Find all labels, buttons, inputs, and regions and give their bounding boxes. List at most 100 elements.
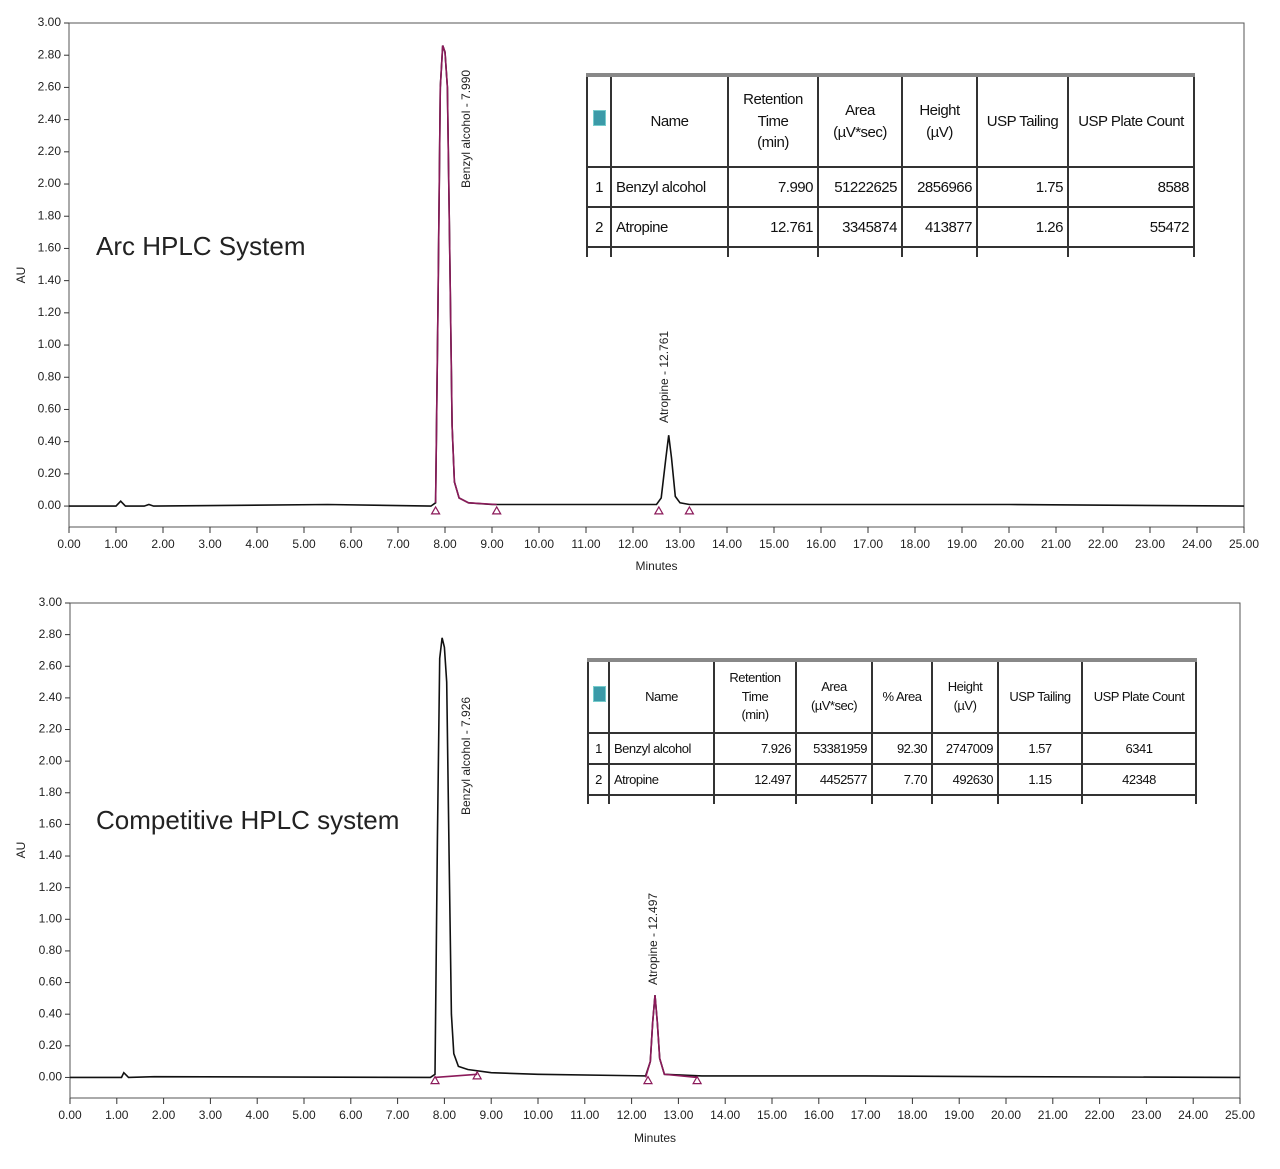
y-tick-label: 3.00 xyxy=(39,595,63,609)
peak-label: Atropine - 12.761 xyxy=(657,331,671,423)
x-tick-label: 16.00 xyxy=(804,1108,834,1122)
x-tick-label: 18.00 xyxy=(900,537,930,551)
x-tick-label: 25.00 xyxy=(1229,537,1259,551)
empty-cell xyxy=(610,246,729,257)
y-tick-label: 1.20 xyxy=(39,880,63,894)
table-cell: 12.761 xyxy=(727,206,819,248)
empty-cell xyxy=(1067,246,1195,257)
integration-marker xyxy=(692,1075,703,1085)
integration-marker xyxy=(642,1075,654,1085)
y-tick-label: 0.20 xyxy=(38,466,62,480)
x-tick-label: 0.00 xyxy=(57,537,81,551)
y-tick-label: 0.20 xyxy=(39,1038,63,1052)
header-row: Name Retention Time (min) Area (µV*sec) % Area… xyxy=(587,659,1197,734)
x-tick-label: 20.00 xyxy=(994,537,1024,551)
header-text: Retention xyxy=(743,90,803,108)
table-cell: 2856966 xyxy=(901,166,978,208)
empty-cell xyxy=(713,794,797,804)
x-tick-label: 4.00 xyxy=(245,537,269,551)
x-tick-label: 23.00 xyxy=(1135,537,1165,551)
table-cell: 51222625 xyxy=(817,166,903,208)
empty-cell xyxy=(871,794,933,804)
header-text: Area xyxy=(845,101,875,119)
x-tick-label: 8.00 xyxy=(433,1108,457,1122)
x-tick-label: 21.00 xyxy=(1038,1108,1068,1122)
x-tick-label: 12.00 xyxy=(617,1108,647,1122)
y-tick-label: 2.60 xyxy=(39,658,63,672)
x-tick-label: 7.00 xyxy=(386,1108,410,1122)
x-tick-label: 25.00 xyxy=(1225,1108,1255,1122)
table-cell: Atropine xyxy=(608,763,715,796)
x-tick-label: 15.00 xyxy=(757,1108,787,1122)
column-header: Name xyxy=(610,74,729,168)
table-cell: 492630 xyxy=(931,763,999,796)
table-cell: 92.30 xyxy=(871,732,933,765)
table-row: 2 Atropine 12.761 3345874 413877 1.26 55472 xyxy=(586,206,1195,248)
column-header: USP Tailing xyxy=(997,659,1083,734)
plot-frame xyxy=(69,602,1241,1099)
header-text: (µV*sec) xyxy=(810,698,858,713)
y-tick-label: 0.40 xyxy=(39,1006,63,1020)
table-cell: 1.57 xyxy=(997,732,1083,765)
y-axis-label: AU xyxy=(14,842,28,859)
integration-marker xyxy=(684,505,695,515)
table-cell: 55472 xyxy=(1067,206,1195,248)
column-header: Area (µV*sec) xyxy=(795,659,873,734)
y-tick-label: 1.20 xyxy=(38,305,62,319)
system-label: Competitive HPLC system xyxy=(96,805,399,835)
header-text: USP Plate Count xyxy=(1078,112,1184,130)
results-table: Name Retention Time (min) Area (µV*sec) Height… xyxy=(586,73,1195,257)
table-cell: 7.990 xyxy=(727,166,819,208)
header-text: (µV*sec) xyxy=(833,123,887,141)
x-tick-label: 0.00 xyxy=(58,1108,82,1122)
y-tick-label: 0.60 xyxy=(38,402,62,416)
header-text: Name xyxy=(650,112,689,130)
y-tick-label: 2.20 xyxy=(39,722,63,736)
table-cell: Atropine xyxy=(610,206,729,248)
table-row: 1 Benzyl alcohol 7.990 51222625 2856966 1.75 8… xyxy=(586,166,1195,208)
system-label: Arc HPLC System xyxy=(96,231,306,261)
empty-cell xyxy=(608,794,715,804)
column-header: Retention Time (min) xyxy=(727,74,819,168)
table-cell: 53381959 xyxy=(795,732,873,765)
x-axis-label: Minutes xyxy=(634,1131,676,1145)
y-tick-label: 0.00 xyxy=(38,498,62,512)
x-tick-label: 1.00 xyxy=(104,537,128,551)
empty-cell xyxy=(931,794,999,804)
table-cell: 2747009 xyxy=(931,732,999,765)
header-text: (µV) xyxy=(926,123,953,141)
empty-cell xyxy=(997,794,1083,804)
x-tick-label: 23.00 xyxy=(1131,1108,1161,1122)
column-header: USP Plate Count xyxy=(1081,659,1197,734)
empty-cell xyxy=(587,794,610,804)
x-axis-label: Minutes xyxy=(635,559,677,573)
table-cell: 7.70 xyxy=(871,763,933,796)
empty-cell xyxy=(1081,794,1197,804)
empty-cell xyxy=(795,794,873,804)
x-tick-label: 13.00 xyxy=(665,537,695,551)
header-text: USP Tailing xyxy=(1009,688,1071,704)
y-tick-label: 2.40 xyxy=(38,112,62,126)
y-tick-label: 1.00 xyxy=(38,337,62,351)
x-tick-label: 24.00 xyxy=(1182,537,1212,551)
y-tick-label: 2.80 xyxy=(39,627,63,641)
y-tick-label: 1.60 xyxy=(39,817,63,831)
table-cell: 1.15 xyxy=(997,763,1083,796)
x-tick-label: 3.00 xyxy=(198,537,222,551)
header-text: Retention xyxy=(729,669,781,685)
x-tick-label: 22.00 xyxy=(1088,537,1118,551)
header-text: Area xyxy=(821,679,847,695)
empty-cell xyxy=(976,246,1069,257)
header-text: (µV) xyxy=(953,698,977,713)
integration-marker xyxy=(653,505,664,515)
x-tick-label: 10.00 xyxy=(524,537,554,551)
header-text: USP Plate Count xyxy=(1093,688,1185,704)
header-text: Height xyxy=(919,101,960,119)
y-tick-label: 1.80 xyxy=(38,208,62,222)
y-tick-label: 1.40 xyxy=(38,273,62,287)
table-cell: 2 xyxy=(586,206,612,248)
x-tick-label: 13.00 xyxy=(663,1108,693,1122)
peak-label: Atropine - 12.497 xyxy=(646,893,660,985)
table-cell: 8588 xyxy=(1067,166,1195,208)
